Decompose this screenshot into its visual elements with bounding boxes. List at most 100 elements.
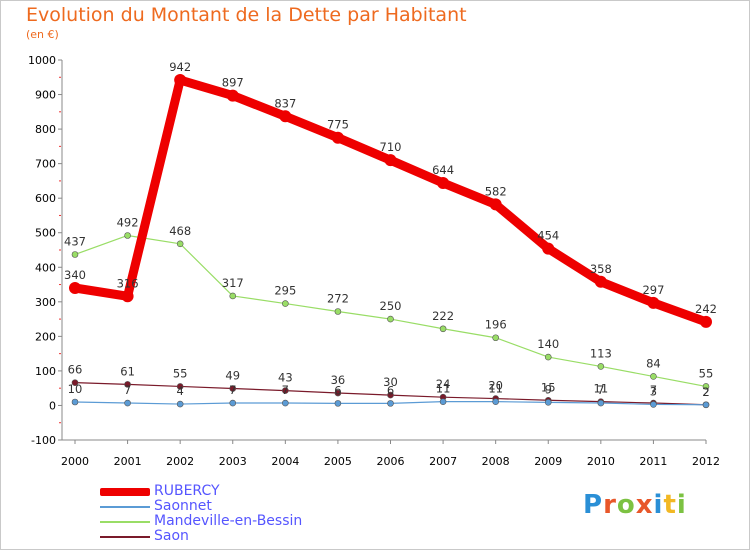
data-point-saonnet [492,398,499,405]
data-label-rubercy: 316 [117,276,139,290]
data-label-saon: 7 [650,383,657,397]
legend-label-mandeville: Mandeville-en-Bessin [154,513,303,529]
data-point-rubercy [594,275,607,288]
legend-label-rubercy: RUBERCY [154,483,220,499]
data-point-rubercy [331,131,344,144]
data-point-rubercy [226,89,239,102]
x-tick-label: 2000 [61,455,89,468]
data-point-saonnet [650,401,657,408]
data-label-saonnet: 6 [334,383,341,397]
data-label-saon: 11 [594,382,609,396]
data-label-saonnet: 4 [177,384,184,398]
data-label-saonnet: 7 [229,383,236,397]
data-point-saon [229,385,237,392]
series-line-rubercy [70,75,711,327]
data-label-saon: 2 [702,385,709,399]
chart-subtitle: (en €) [26,28,59,41]
data-point-saon [71,379,79,386]
data-label-rubercy: 710 [380,140,402,154]
data-label-mandeville-en-bessin: 222 [432,309,454,323]
data-point-rubercy [384,154,397,167]
legend-label-saon: Saon [154,528,189,544]
legend-swatch-saonnet [100,505,150,508]
logo-letter: i [653,490,664,520]
data-point-rubercy [69,282,81,294]
y-tick-label: 800 [35,123,56,136]
chart-title: Evolution du Montant de la Dette par Hab… [26,4,467,26]
data-point-mandeville-en-bessin [124,232,131,239]
data-point-mandeville-en-bessin [544,353,552,361]
data-label-mandeville-en-bessin: 317 [222,276,244,290]
logo-letter: P [583,490,604,520]
data-point-saonnet [544,399,552,406]
data-point-saon [282,387,289,394]
x-tick-label: 2008 [482,455,510,468]
data-point-saonnet [229,399,237,407]
y-tick-label: 400 [35,261,56,274]
data-label-saon: 36 [331,373,346,387]
data-label-saonnet: 11 [436,382,451,396]
data-label-saon: 20 [488,379,503,393]
logo-letter: t [663,490,677,520]
data-point-mandeville-en-bessin [334,308,342,315]
x-tick-label: 2010 [587,455,615,468]
data-point-mandeville-en-bessin [702,383,710,390]
x-tick-label: 2005 [324,455,352,468]
legend-item-saon: Saon [100,529,302,544]
data-label-saon: 49 [225,369,240,383]
data-point-mandeville-en-bessin [282,300,289,307]
data-label-mandeville-en-bessin: 437 [64,234,86,248]
logo-letter: r [603,490,617,520]
proxiti-logo: Proxiti [583,490,687,520]
data-point-saonnet [124,399,131,407]
logo-letter: x [635,490,654,520]
x-tick-label: 2012 [692,455,720,468]
data-point-rubercy [489,198,502,211]
data-label-saonnet: 9 [545,382,552,396]
y-tick-label: 0 [49,399,56,412]
y-tick-label: 600 [35,192,56,205]
data-label-mandeville-en-bessin: 84 [646,356,661,370]
chart-legend: RUBERCY Saonnet Mandeville-en-Bessin Sao… [100,484,302,544]
data-label-saonnet: 3 [650,384,657,398]
data-label-saonnet: 7 [124,383,131,397]
data-label-mandeville-en-bessin: 468 [169,224,191,238]
x-tick-label: 2006 [377,455,405,468]
data-label-rubercy: 897 [222,76,244,90]
x-tick-label: 2004 [271,455,299,468]
x-tick-label: 2001 [114,455,142,468]
data-point-mandeville-en-bessin [492,334,499,342]
legend-swatch-rubercy [100,487,150,496]
data-label-saon: 15 [541,380,556,394]
y-tick-label: 300 [35,296,56,309]
data-point-saon [124,381,131,388]
data-label-saonnet: 10 [68,382,83,396]
y-tick-label: 100 [35,365,56,378]
data-label-rubercy: 837 [274,96,296,110]
data-point-mandeville-en-bessin [387,315,394,323]
data-point-rubercy [437,176,450,189]
data-point-rubercy [542,242,555,255]
data-point-rubercy [279,110,292,123]
data-label-saon: 24 [436,377,451,391]
legend-item-mandeville: Mandeville-en-Bessin [100,514,302,529]
legend-swatch-saon [100,535,150,538]
y-tick-label: 200 [35,330,56,343]
data-label-mandeville-en-bessin: 250 [380,299,402,313]
legend-item-saonnet: Saonnet [100,499,302,514]
legend-label-saonnet: Saonnet [154,498,212,514]
data-point-saonnet [439,398,447,405]
data-label-saonnet: 7 [282,383,289,397]
data-point-rubercy [700,315,712,328]
y-tick-label: 1000 [28,54,56,67]
data-point-mandeville-en-bessin [71,251,79,258]
data-point-saon [176,383,184,390]
data-label-rubercy: 242 [695,302,717,316]
data-point-rubercy [121,290,134,303]
data-point-saon [334,389,342,397]
data-label-rubercy: 297 [642,283,664,297]
data-label-rubercy: 775 [327,118,349,132]
data-point-mandeville-en-bessin [439,325,447,333]
